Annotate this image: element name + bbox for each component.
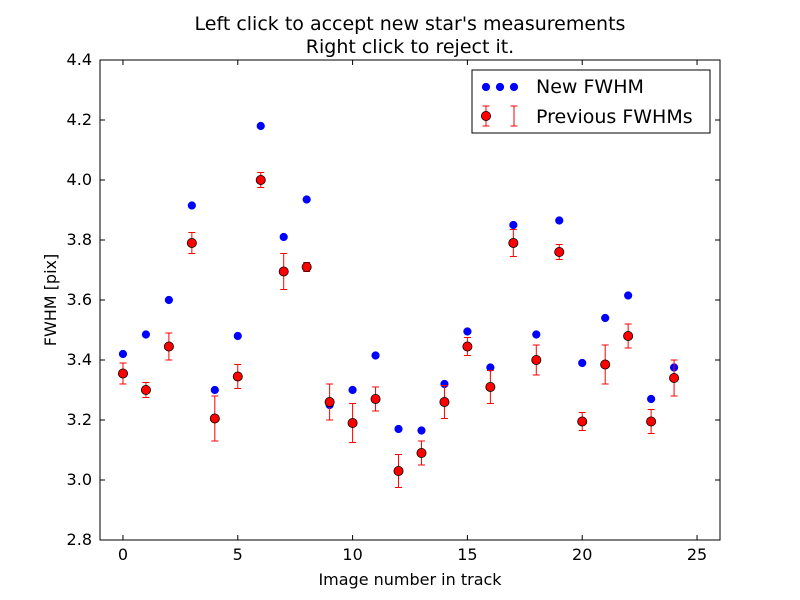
y-axis-ticks: 2.8 3.0 3.2 3.4 3.6 3.8 4.0 4.2 4.4: [67, 50, 720, 549]
legend-new-fwhm-marker: [495, 82, 505, 92]
y-tick-label: 3.2: [67, 410, 92, 429]
previous-fwhm-point: [140, 384, 151, 395]
new-fwhm-point: [647, 394, 656, 404]
x-axis-label: Image number in track: [318, 570, 502, 589]
new-fwhm-point: [601, 313, 610, 323]
plot-marks: [117, 121, 680, 488]
previous-fwhm-point: [669, 372, 680, 383]
y-tick-label: 4.0: [67, 170, 92, 189]
previous-fwhm-point: [186, 237, 197, 248]
x-tick-label: 5: [233, 545, 243, 564]
x-tick-label: 15: [457, 545, 477, 564]
y-tick-label: 3.4: [67, 350, 92, 369]
new-fwhm-point: [256, 121, 265, 131]
legend-new-fwhm-marker: [481, 82, 491, 92]
previous-fwhm-point: [439, 396, 450, 407]
new-fwhm-point: [164, 295, 173, 305]
chart-title: Left click to accept new star's measurem…: [195, 13, 626, 35]
x-tick-label: 20: [572, 545, 592, 564]
legend-previous-fwhm-marker: [480, 111, 491, 122]
previous-fwhm-point: [255, 174, 266, 185]
new-fwhm-point: [118, 349, 128, 359]
new-fwhm-point: [233, 331, 242, 341]
new-fwhm-point: [141, 330, 151, 339]
new-fwhm-point: [210, 385, 219, 395]
new-fwhm-point: [555, 216, 564, 225]
previous-fwhm-point: [393, 465, 404, 476]
previous-fwhm-point: [232, 371, 243, 382]
previous-fwhm-point: [163, 341, 174, 352]
y-tick-label: 3.6: [67, 290, 92, 309]
previous-fwhm-point: [209, 413, 220, 424]
previous-fwhm-point: [623, 330, 634, 341]
new-fwhm-point: [394, 424, 403, 434]
legend-new-fwhm-marker: [509, 82, 519, 92]
new-fwhm-point: [463, 327, 472, 336]
previous-fwhm-point: [462, 341, 473, 352]
new-fwhm-point: [509, 220, 518, 230]
x-axis-ticks: 0 5 10 15 20 25: [118, 60, 707, 564]
y-tick-label: 4.4: [67, 50, 92, 69]
x-tick-label: 25: [687, 545, 707, 564]
chart-subtitle: Right click to reject it.: [306, 36, 514, 58]
previous-fwhm-point: [554, 246, 565, 257]
y-tick-label: 3.8: [67, 230, 92, 249]
legend-label-previous-fwhms: Previous FWHMs: [536, 106, 693, 128]
new-fwhm-point: [371, 351, 380, 360]
y-tick-label: 2.8: [67, 530, 92, 549]
previous-fwhm-point: [531, 354, 542, 365]
legend-markers: [480, 82, 519, 127]
previous-fwhm-point: [600, 359, 611, 370]
x-tick-label: 10: [342, 545, 362, 564]
previous-fwhm-point: [577, 416, 588, 427]
y-axis-label: FWHM [pix]: [41, 254, 60, 347]
y-tick-label: 4.2: [67, 110, 92, 129]
x-tick-label: 0: [118, 545, 128, 564]
y-tick-label: 3.0: [67, 470, 92, 489]
previous-fwhm-point: [485, 381, 496, 392]
previous-fwhm-point: [646, 416, 657, 427]
previous-fwhm-point: [370, 393, 381, 404]
previous-fwhm-point: [301, 261, 312, 272]
new-fwhm-point: [348, 385, 357, 395]
new-fwhm-point: [187, 201, 196, 210]
previous-fwhm-point: [416, 447, 427, 458]
legend-box: [471, 69, 711, 134]
new-fwhm-point: [302, 195, 311, 204]
legend: New FWHM Previous FWHMs: [471, 69, 711, 134]
previous-fwhm-point: [117, 368, 128, 379]
previous-fwhm-point: [324, 396, 335, 407]
previous-fwhm-point: [508, 237, 519, 248]
new-fwhm-point: [417, 426, 426, 435]
new-fwhm-point: [279, 232, 288, 242]
new-fwhm-point: [532, 330, 541, 339]
new-fwhm-point: [578, 358, 587, 368]
previous-fwhm-point: [347, 417, 358, 428]
legend-label-new-fwhm: New FWHM: [536, 76, 644, 98]
previous-fwhm-point: [278, 266, 289, 277]
new-fwhm-point: [624, 291, 633, 300]
